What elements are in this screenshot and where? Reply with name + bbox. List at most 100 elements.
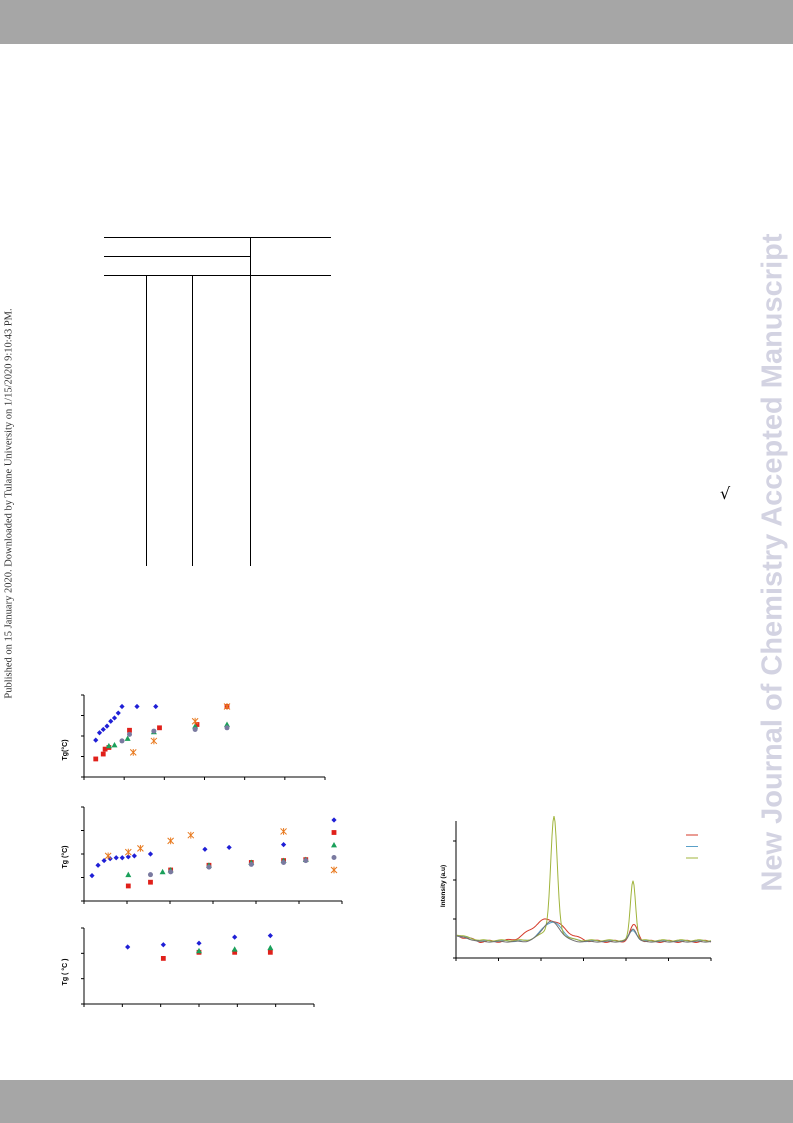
footer-band: [0, 1080, 793, 1123]
data-point: [202, 846, 208, 852]
data-point: [196, 940, 202, 946]
data-point: [107, 856, 113, 862]
y-axis-label: Tg(°C): [61, 739, 69, 760]
data-point: [167, 837, 175, 845]
data-point: [157, 725, 162, 731]
axes: [453, 821, 712, 961]
data-point: [226, 844, 232, 851]
data-point: [160, 942, 166, 948]
intensity-series-line: [456, 816, 712, 942]
data-point: [159, 868, 166, 875]
axes: [81, 694, 326, 780]
marks: [456, 816, 712, 944]
legend-marker: [330, 866, 338, 874]
data-point: [104, 852, 112, 860]
data-point: [113, 855, 119, 861]
intensity-line-chart: Intensity (a.u): [440, 816, 712, 961]
data-point: [224, 725, 230, 731]
data-point: [119, 703, 125, 710]
data-point: [100, 726, 106, 733]
axes: [81, 927, 315, 1007]
data-point: [267, 933, 273, 939]
data-point: [150, 737, 158, 745]
data-point: [119, 738, 125, 744]
y-axis-label: Tg (°C): [61, 845, 69, 868]
legend-marker: [331, 817, 337, 823]
data-point: [303, 858, 309, 864]
legend: [686, 834, 698, 859]
tg-scatter-chart-3: Tg ( °C ): [61, 927, 315, 1007]
y-axis-label: Tg ( °C ): [61, 959, 69, 986]
marks: [89, 828, 309, 889]
publication-note: Published on 15 January 2020. Downloaded…: [3, 308, 15, 699]
data-point: [187, 831, 195, 839]
data-point: [102, 746, 108, 752]
data-point: [96, 730, 103, 736]
data-point: [281, 859, 287, 865]
data-point: [131, 853, 137, 859]
data-point: [137, 844, 144, 852]
data-point: [280, 842, 287, 848]
data-point: [111, 742, 118, 748]
legend-marker: [331, 855, 337, 860]
data-point: [100, 751, 106, 757]
data-point: [194, 722, 200, 727]
marks: [93, 703, 231, 762]
data-point: [105, 742, 112, 749]
data-point: [111, 715, 118, 721]
intensity-series-line: [456, 920, 712, 943]
data-point: [104, 723, 110, 729]
data-point: [125, 871, 132, 878]
data-point: [151, 728, 157, 734]
data-point: [232, 934, 238, 940]
data-point: [223, 703, 231, 710]
legend: [330, 817, 338, 874]
data-point: [224, 721, 230, 727]
data-point: [267, 944, 274, 951]
legend-marker: [331, 830, 337, 835]
data-point: [127, 731, 132, 737]
data-point: [232, 949, 238, 955]
data-point: [125, 854, 131, 860]
data-point: [125, 883, 131, 889]
intensity-series-line: [456, 918, 712, 944]
data-point: [95, 862, 101, 868]
legend-marker: [331, 842, 337, 848]
intensity-series-line: [456, 921, 712, 943]
data-point: [153, 703, 159, 710]
data-point: [280, 828, 287, 835]
data-point: [196, 947, 202, 954]
sqrt-symbol: √: [720, 484, 731, 503]
data-point: [93, 756, 99, 762]
data-point: [93, 737, 99, 743]
data-point: [231, 946, 238, 952]
data-point: [119, 855, 125, 861]
data-point: [160, 956, 166, 961]
accepted-manuscript-watermark: New Journal of Chemistry Accepted Manusc…: [756, 233, 789, 892]
axes: [81, 806, 343, 904]
data-point: [147, 872, 153, 878]
tg-scatter-chart-1: Tg(°C): [61, 694, 326, 780]
data-point: [101, 857, 107, 864]
data-point: [267, 949, 273, 955]
data-point: [124, 848, 132, 856]
data-point: [115, 710, 121, 716]
data-point: [124, 735, 131, 741]
data-point: [248, 861, 254, 867]
data-point: [148, 879, 153, 885]
data-point: [108, 718, 114, 724]
tg-scatter-chart-2: Tg (°C): [61, 806, 343, 904]
data-point: [192, 726, 198, 732]
data-point: [129, 749, 137, 756]
data-point: [168, 869, 174, 875]
data-point: [89, 873, 95, 879]
data-point: [206, 864, 212, 870]
marks: [125, 933, 274, 961]
data-point: [192, 723, 199, 729]
data-point: [134, 703, 140, 710]
header-band: [0, 0, 793, 44]
y-axis-label: Intensity (a.u): [440, 865, 447, 907]
data-point: [125, 944, 131, 950]
data-point: [191, 717, 199, 725]
data-point: [127, 727, 132, 733]
